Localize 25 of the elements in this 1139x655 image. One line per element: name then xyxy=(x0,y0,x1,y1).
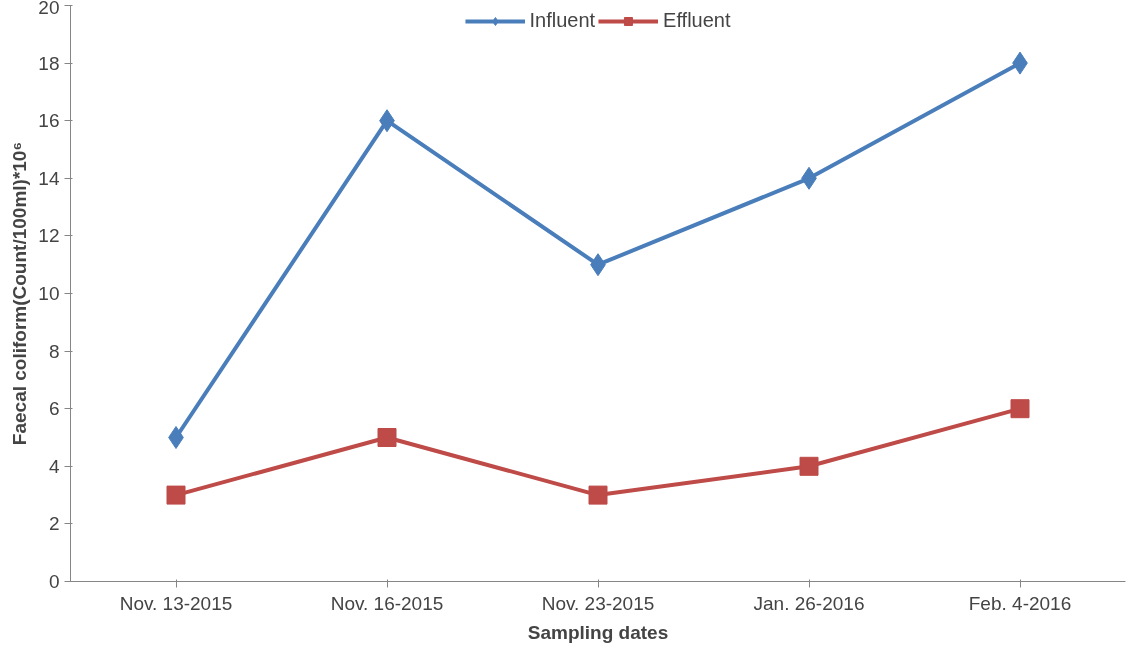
x-tick-label: Jan. 26-2016 xyxy=(753,592,865,614)
x-tick-label: Nov. 23-2015 xyxy=(541,592,655,614)
legend-label: Influent xyxy=(529,9,596,32)
point xyxy=(1010,399,1030,419)
y-tick-label: 2 xyxy=(48,513,60,535)
y-tick-label: 14 xyxy=(38,167,60,189)
y-axis-title: Faecal coliform(Count/100ml)*10⁶ xyxy=(9,141,31,446)
y-tick-label: 16 xyxy=(38,110,60,132)
point xyxy=(377,428,397,447)
y-tick-label: 18 xyxy=(38,52,60,74)
point xyxy=(166,485,186,505)
y-tick-label: 6 xyxy=(48,398,60,420)
y-tick-label: 10 xyxy=(38,283,60,304)
x-tick-label: Feb. 4-2016 xyxy=(968,592,1072,614)
y-tick-label: 20 xyxy=(38,0,60,18)
y-tick-label: 0 xyxy=(48,571,60,592)
x-tick-label: Nov. 13-2015 xyxy=(119,592,233,614)
x-axis-title: Sampling dates xyxy=(527,621,669,643)
point xyxy=(588,485,608,505)
y-tick-label: 8 xyxy=(48,340,60,362)
y-tick-label: 12 xyxy=(38,225,60,247)
x-tick-label: Nov. 16-2015 xyxy=(330,592,444,614)
y-tick-label: 4 xyxy=(48,455,60,477)
point xyxy=(799,456,819,476)
legend-label: Effluent xyxy=(663,9,731,32)
